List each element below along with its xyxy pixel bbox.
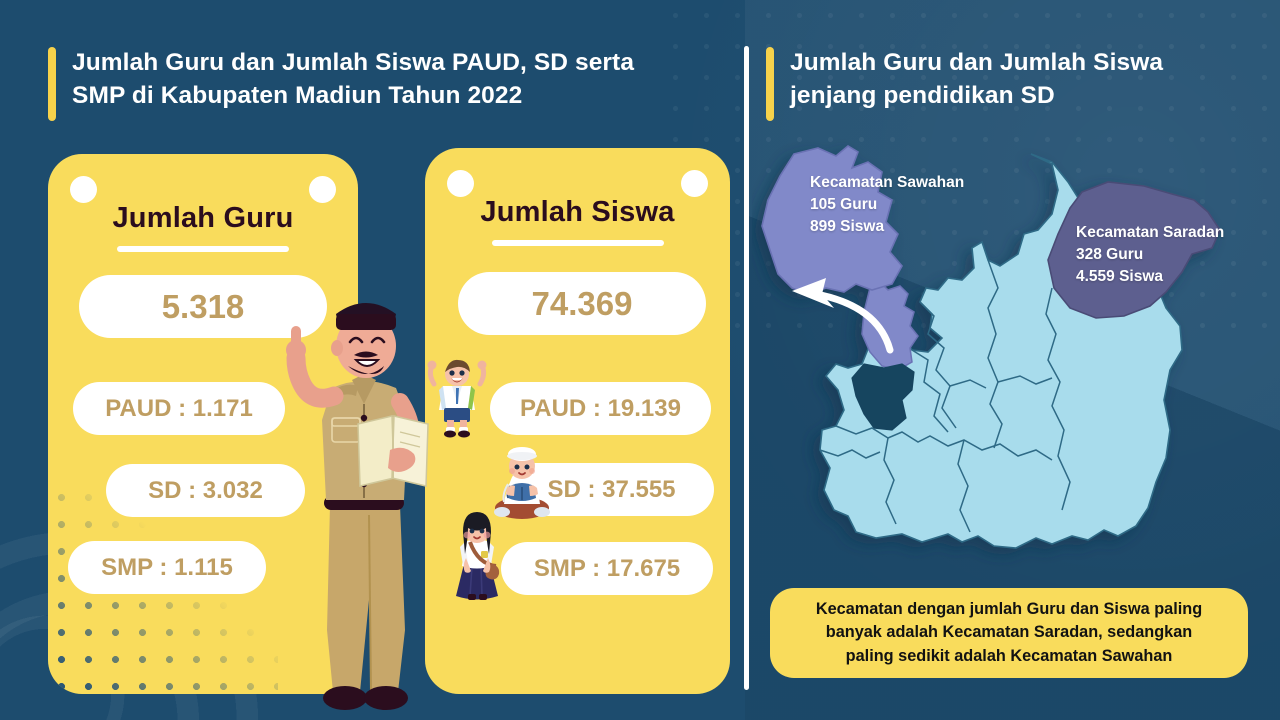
map-callout-arrow — [812, 290, 894, 354]
card-punch-hole-left — [70, 176, 97, 203]
conclusion-box: Kecamatan dengan jumlah Guru dan Siswa p… — [770, 588, 1248, 678]
map-svg — [761, 145, 1221, 549]
guru-paud-value: PAUD : 1.171 — [73, 382, 285, 435]
map-callout-arrowhead — [792, 278, 834, 308]
stat-card-guru: Jumlah Guru 5.318 PAUD : 1.171 SD : 3.03… — [48, 154, 358, 694]
map-inset-sawahan-enlarged — [761, 145, 903, 295]
card-heading: Jumlah Siswa — [480, 196, 675, 228]
siswa-sd-value: SD : 37.555 — [509, 463, 714, 516]
card-punch-hole-left — [447, 170, 474, 197]
left-panel-title-text: Jumlah Guru dan Jumlah Siswa PAUD, SD se… — [72, 49, 635, 109]
siswa-total-value: 74.369 — [458, 272, 706, 335]
student-cheering-illustration — [427, 359, 487, 438]
teacher-illustration — [286, 303, 429, 710]
map-region-dark-patch — [851, 363, 915, 431]
left-panel-title: Jumlah Guru dan Jumlah Siswa PAUD, SD se… — [48, 47, 708, 121]
card-heading-rule — [117, 246, 289, 252]
map-label-sawahan: Kecamatan Sawahan 105 Guru 899 Siswa — [810, 174, 965, 235]
guru-sd-value: SD : 3.032 — [106, 464, 305, 517]
guru-smp-value: SMP : 1.115 — [68, 541, 266, 594]
siswa-smp-value: SMP : 17.675 — [501, 542, 713, 595]
right-panel-title-text: Jumlah Guru dan Jumlah Siswa jenjang pen… — [790, 49, 1164, 109]
map-region-sawahan-insitu — [861, 283, 919, 371]
card-heading: Jumlah Guru — [112, 202, 294, 234]
siswa-paud-value: PAUD : 19.139 — [490, 382, 711, 435]
panel-divider — [744, 46, 749, 690]
right-panel-title: Jumlah Guru dan Jumlah Siswa jenjang pen… — [766, 47, 1236, 121]
stat-card-siswa: Jumlah Siswa 74.369 PAUD : 19.139 SD : 3… — [425, 148, 730, 694]
map-kabupaten-madiun — [752, 138, 1274, 576]
title-accent-bar — [766, 47, 774, 121]
student-girl-illustration — [456, 512, 500, 600]
card-heading-rule — [491, 240, 664, 246]
map-region-saradan — [1047, 181, 1221, 319]
guru-total-value: 5.318 — [79, 275, 327, 338]
card-punch-hole-right — [681, 170, 708, 197]
map-label-saradan: Kecamatan Saradan 328 Guru 4.559 Siswa — [1076, 224, 1225, 285]
map-regions — [761, 145, 1221, 549]
card-punch-hole-right — [309, 176, 336, 203]
title-accent-bar — [48, 47, 56, 121]
student-reading-illustration — [494, 447, 550, 519]
map-district-boundaries — [819, 259, 1071, 533]
conclusion-text: Kecamatan dengan jumlah Guru dan Siswa p… — [815, 600, 1203, 665]
